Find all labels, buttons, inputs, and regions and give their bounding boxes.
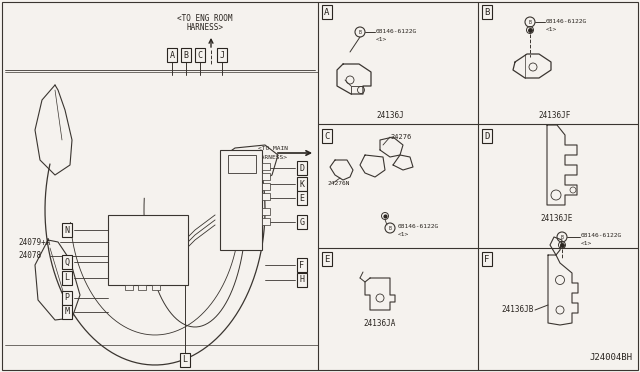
Text: D: D <box>300 164 305 173</box>
Text: B: B <box>184 51 189 60</box>
Text: 24136JE: 24136JE <box>541 214 573 222</box>
Text: 24136J: 24136J <box>376 110 404 119</box>
Bar <box>228 155 256 173</box>
Text: <TO MAIN: <TO MAIN <box>258 145 288 151</box>
Text: D: D <box>484 131 490 141</box>
Text: B: B <box>388 225 392 231</box>
Text: F: F <box>300 260 305 269</box>
Bar <box>220 150 262 250</box>
Text: L: L <box>65 273 70 282</box>
Text: B: B <box>529 19 531 25</box>
Text: 08146-6122G: 08146-6122G <box>546 19 588 23</box>
Text: F: F <box>484 254 490 263</box>
Bar <box>108 215 188 285</box>
Text: B: B <box>484 7 490 16</box>
Text: <TO ENG ROOM: <TO ENG ROOM <box>177 13 233 22</box>
Bar <box>138 285 146 290</box>
Text: 24276: 24276 <box>390 134 412 140</box>
Text: K: K <box>300 180 305 189</box>
Text: C: C <box>324 131 330 141</box>
Bar <box>262 193 270 200</box>
Text: A: A <box>170 51 175 60</box>
Text: 24136JB: 24136JB <box>502 305 534 314</box>
Bar <box>152 285 160 290</box>
Bar <box>262 218 270 225</box>
Text: 24276N: 24276N <box>327 180 349 186</box>
Text: 24078: 24078 <box>18 251 41 260</box>
Text: J: J <box>220 51 225 60</box>
Text: HARNESS>: HARNESS> <box>258 154 288 160</box>
Text: L: L <box>182 356 188 365</box>
Bar <box>262 208 270 215</box>
Text: 24136JF: 24136JF <box>539 110 571 119</box>
Text: B: B <box>561 234 563 240</box>
Bar <box>262 173 270 180</box>
Text: 24136JA: 24136JA <box>364 320 396 328</box>
Text: <1>: <1> <box>546 26 557 32</box>
Text: N: N <box>65 225 70 234</box>
Text: P: P <box>65 294 70 302</box>
Text: A: A <box>324 7 330 16</box>
Text: E: E <box>324 254 330 263</box>
Bar <box>262 183 270 190</box>
Text: E: E <box>300 193 305 202</box>
Text: 08146-6122G: 08146-6122G <box>376 29 417 33</box>
Text: 08146-6122G: 08146-6122G <box>581 232 622 237</box>
Text: H: H <box>300 276 305 285</box>
Text: <1>: <1> <box>581 241 592 246</box>
Text: G: G <box>300 218 305 227</box>
Text: J24004BH: J24004BH <box>589 353 632 362</box>
Bar <box>125 285 133 290</box>
Text: M: M <box>65 308 70 317</box>
Text: <1>: <1> <box>376 36 387 42</box>
Text: 24079+A: 24079+A <box>18 237 51 247</box>
Text: B: B <box>358 29 362 35</box>
Text: HARNESS>: HARNESS> <box>186 22 223 32</box>
Text: C: C <box>198 51 202 60</box>
Bar <box>262 163 270 170</box>
Text: Q: Q <box>65 257 70 266</box>
Text: <1>: <1> <box>398 231 409 237</box>
Text: 08146-6122G: 08146-6122G <box>398 224 439 228</box>
